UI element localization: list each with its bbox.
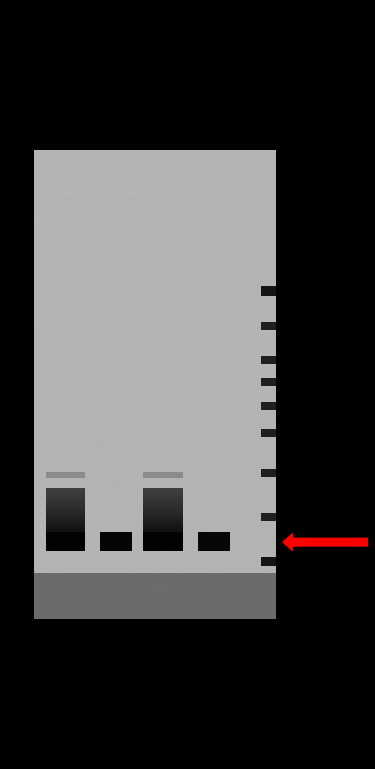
Bar (46, 516, 85, 518)
Bar (198, 532, 230, 551)
Bar (143, 519, 183, 521)
Bar (143, 504, 183, 506)
Bar (143, 488, 183, 490)
Bar (261, 469, 276, 477)
FancyArrow shape (283, 534, 368, 551)
Bar (143, 506, 183, 508)
Bar (261, 513, 276, 521)
Bar (143, 494, 183, 495)
Bar (46, 511, 85, 513)
Bar (143, 472, 183, 478)
Bar (143, 523, 183, 524)
Bar (143, 500, 183, 501)
Bar (46, 504, 85, 506)
Bar (261, 378, 276, 386)
Bar (143, 526, 183, 528)
Bar (261, 429, 276, 437)
Bar (46, 506, 85, 508)
Bar (46, 514, 85, 516)
Bar (100, 532, 132, 551)
Bar (46, 495, 85, 497)
Bar (46, 532, 85, 551)
Bar (143, 501, 183, 503)
Bar (143, 497, 183, 498)
Bar (143, 524, 183, 526)
Bar (46, 522, 85, 524)
Bar (143, 495, 183, 497)
Bar (261, 356, 276, 364)
Bar (261, 402, 276, 410)
Bar (143, 518, 183, 519)
Bar (143, 508, 183, 511)
Bar (46, 493, 85, 494)
Bar (143, 490, 183, 491)
Bar (46, 490, 85, 491)
Bar (34, 150, 276, 573)
Bar (143, 491, 183, 493)
Bar (143, 508, 183, 509)
Bar (143, 498, 183, 500)
Bar (46, 497, 85, 498)
Bar (46, 494, 85, 495)
Bar (46, 500, 85, 501)
Bar (143, 522, 183, 524)
Bar (143, 511, 183, 513)
Bar (143, 513, 183, 514)
Bar (46, 523, 85, 524)
Bar (143, 493, 183, 494)
Bar (46, 519, 85, 521)
Bar (46, 510, 85, 511)
Bar (46, 488, 85, 490)
Bar (143, 514, 183, 516)
Bar (46, 521, 85, 522)
Bar (46, 498, 85, 500)
Bar (143, 510, 183, 511)
Bar (46, 491, 85, 493)
Bar (143, 529, 183, 531)
Bar (46, 524, 85, 526)
Bar (143, 528, 183, 529)
Bar (261, 557, 276, 566)
Bar (46, 518, 85, 519)
Bar (143, 521, 183, 522)
Bar (46, 526, 85, 528)
Bar (46, 503, 85, 504)
Bar (46, 508, 85, 509)
Bar (46, 513, 85, 514)
Bar (46, 508, 85, 511)
Bar (46, 529, 85, 531)
Bar (46, 501, 85, 503)
Bar (143, 516, 183, 518)
Bar (46, 472, 85, 478)
Bar (46, 531, 85, 532)
Bar (143, 531, 183, 532)
Bar (261, 285, 276, 295)
Bar (143, 532, 183, 551)
Bar (46, 528, 85, 529)
Bar (143, 503, 183, 504)
Bar (261, 322, 276, 330)
